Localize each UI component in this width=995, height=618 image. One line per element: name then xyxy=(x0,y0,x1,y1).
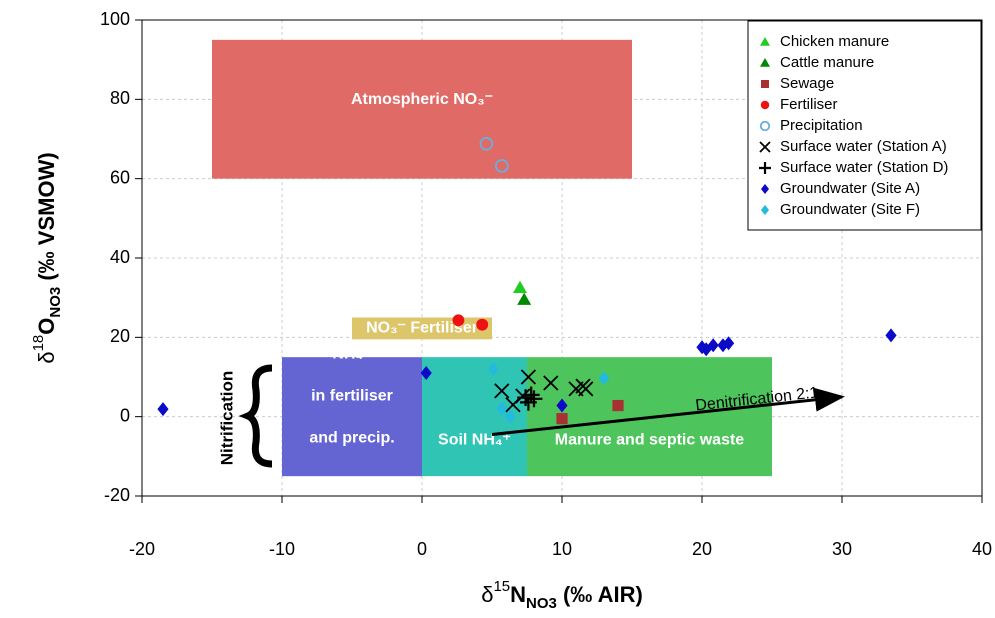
x-axis-label-part: 15 xyxy=(493,578,510,595)
region-label: Manure and septic waste xyxy=(555,432,744,449)
y-tick-label: 100 xyxy=(100,9,130,29)
point xyxy=(517,292,532,305)
x-tick-label: -10 xyxy=(269,539,295,559)
point xyxy=(452,314,465,327)
legend-label: Groundwater (Site F) xyxy=(780,201,920,218)
region-label: Atmospheric NO₃⁻ xyxy=(351,91,493,108)
region-label: and precip. xyxy=(309,430,394,447)
legend-label: Precipitation xyxy=(780,117,863,134)
legend-label: Sewage xyxy=(780,75,834,92)
legend-marker xyxy=(759,120,771,132)
legend-label: Surface water (Station D) xyxy=(780,159,948,176)
y-tick-label: 0 xyxy=(120,405,130,425)
legend-label: Fertiliser xyxy=(780,96,838,113)
x-tick-label: 40 xyxy=(972,539,992,559)
x-axis-label-part: N xyxy=(510,582,526,607)
point xyxy=(522,386,540,404)
x-tick-label: 10 xyxy=(552,539,572,559)
point xyxy=(556,413,568,425)
y-tick-label: 40 xyxy=(110,247,130,267)
region-label: NO₃⁻ Fertiliser xyxy=(366,320,478,337)
x-axis-label: δ15NNO3 (‰ AIR) xyxy=(481,578,643,612)
y-tick-label: -20 xyxy=(104,485,130,505)
legend-marker xyxy=(760,58,770,67)
y-tick-label: 60 xyxy=(110,167,130,187)
x-tick-label: 30 xyxy=(832,539,852,559)
y-tick-label: 80 xyxy=(110,88,130,108)
point xyxy=(420,366,432,381)
point xyxy=(487,362,499,377)
legend-label: Groundwater (Site A) xyxy=(780,180,920,197)
legend-marker xyxy=(759,162,771,174)
legend-marker xyxy=(760,37,770,46)
x-axis-label-part: δ xyxy=(481,582,493,607)
x-tick-label: -20 xyxy=(129,539,155,559)
y-axis-label-part: (‰ VSMOW) xyxy=(34,152,59,286)
x-axis-label-part: (‰ AIR) xyxy=(557,582,643,607)
point xyxy=(496,401,508,416)
region-label: in fertiliser xyxy=(311,388,393,405)
brace xyxy=(238,364,273,468)
legend-marker xyxy=(761,80,769,88)
point xyxy=(707,338,719,353)
point xyxy=(598,371,610,386)
legend-label: Cattle manure xyxy=(780,54,874,71)
point xyxy=(476,318,489,331)
side-label: Nitrification xyxy=(217,371,236,465)
point xyxy=(479,136,494,151)
region xyxy=(282,357,422,477)
point xyxy=(157,402,169,417)
x-tick-label: 0 xyxy=(417,539,427,559)
y-axis-label-part: 18 xyxy=(30,335,47,352)
plot-frame xyxy=(141,19,983,497)
point xyxy=(520,369,537,385)
point xyxy=(723,336,735,351)
point xyxy=(504,409,516,424)
region-label: NH₄⁺ xyxy=(332,346,371,363)
legend-marker xyxy=(761,205,769,215)
point xyxy=(578,381,594,397)
legend-marker xyxy=(761,184,769,194)
point xyxy=(520,393,537,411)
point xyxy=(513,280,527,293)
region xyxy=(212,39,632,179)
x-tick-label: 20 xyxy=(692,539,712,559)
legend-box xyxy=(747,20,982,231)
legend-marker xyxy=(759,141,771,153)
legend-label: Surface water (Station A) xyxy=(780,138,947,155)
y-tick-label: 20 xyxy=(110,326,130,346)
point xyxy=(543,375,559,391)
legend-label: Chicken manure xyxy=(780,33,889,50)
point xyxy=(612,399,624,412)
point xyxy=(494,159,509,173)
point xyxy=(556,398,568,413)
y-axis-label: δ18ONO3 (‰ VSMOW) xyxy=(30,152,64,363)
y-axis-label-part: O xyxy=(34,318,59,335)
legend-marker xyxy=(760,100,770,110)
y-axis-label-part: NO3 xyxy=(47,287,64,318)
arrow xyxy=(491,387,845,437)
y-axis-label-part: δ xyxy=(34,351,59,363)
x-axis-label-part: NO3 xyxy=(526,595,557,612)
point xyxy=(494,383,510,399)
point xyxy=(885,328,897,343)
